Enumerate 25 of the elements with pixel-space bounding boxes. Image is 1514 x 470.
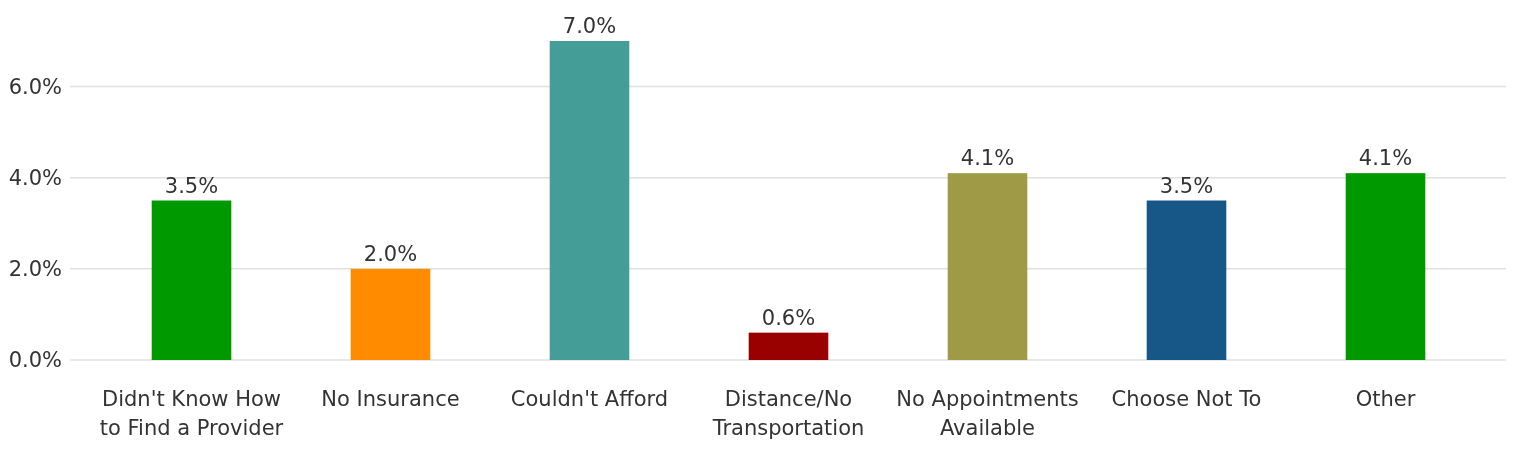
y-tick-label: 6.0% [8, 74, 62, 99]
data-label: 3.5% [1159, 173, 1214, 198]
y-tick-label: 4.0% [8, 165, 62, 190]
data-label: 4.1% [960, 146, 1015, 171]
data-label: 4.1% [1358, 146, 1413, 171]
bar [151, 200, 232, 360]
x-tick-label: No Insurance [321, 387, 460, 411]
data-label: 3.5% [164, 173, 219, 198]
x-tick-label: No Appointments Available [896, 387, 1079, 441]
bar [549, 41, 630, 360]
data-label: 2.0% [363, 241, 418, 266]
bar [1345, 173, 1426, 360]
bar [748, 332, 829, 360]
x-tick-label: Couldn't Afford [510, 387, 669, 411]
bar [350, 268, 431, 360]
bar [1146, 200, 1227, 360]
x-tick-label: Distance/No Transportation [711, 387, 865, 441]
y-tick-label: 0.0% [8, 348, 62, 373]
bar [947, 173, 1028, 360]
x-tick-label: Other [1355, 387, 1416, 411]
data-label: 0.6% [761, 305, 816, 330]
data-label: 7.0% [562, 14, 617, 38]
x-tick-label: Didn't Know How to Find a Provider [99, 387, 284, 441]
x-tick-label: Choose Not To [1111, 387, 1262, 411]
y-tick-label: 2.0% [8, 257, 62, 282]
